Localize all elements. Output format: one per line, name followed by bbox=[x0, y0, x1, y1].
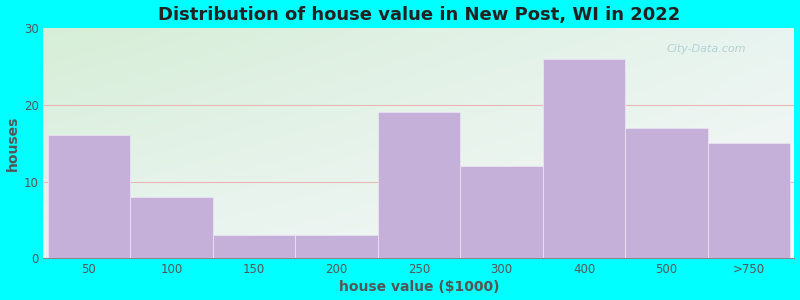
Bar bbox=[460, 166, 542, 258]
Text: City-Data.com: City-Data.com bbox=[666, 44, 746, 54]
Y-axis label: houses: houses bbox=[6, 116, 19, 171]
Bar bbox=[213, 236, 295, 258]
Bar bbox=[295, 236, 378, 258]
Bar bbox=[130, 197, 213, 258]
X-axis label: house value ($1000): house value ($1000) bbox=[338, 280, 499, 294]
Title: Distribution of house value in New Post, WI in 2022: Distribution of house value in New Post,… bbox=[158, 6, 680, 24]
Bar bbox=[708, 143, 790, 258]
Bar bbox=[47, 136, 130, 258]
Bar bbox=[378, 112, 460, 258]
Bar bbox=[626, 128, 708, 258]
Bar bbox=[542, 58, 626, 258]
